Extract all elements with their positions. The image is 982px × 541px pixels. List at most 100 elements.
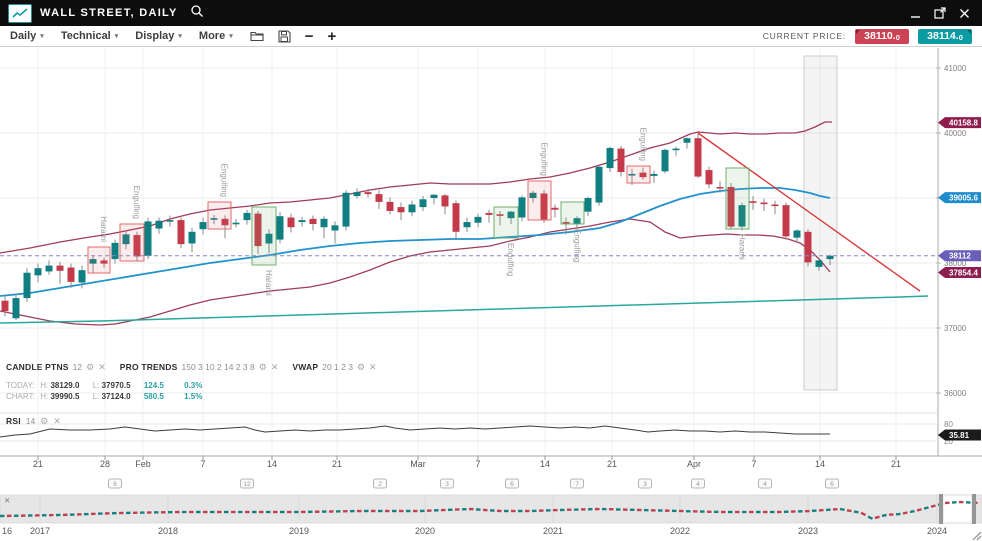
candle bbox=[419, 199, 427, 208]
chevron-down-icon: ▾ bbox=[114, 33, 119, 40]
gear-icon[interactable]: ⚙ bbox=[356, 361, 366, 372]
gear-icon[interactable]: ⚙ bbox=[86, 361, 95, 372]
price-badges: 40158.8 39005.6 38112 37854.4 35.81 bbox=[938, 117, 981, 441]
candle bbox=[309, 218, 317, 224]
navigator-year-label: 2022 bbox=[670, 526, 690, 536]
menu-display[interactable]: Display ▾ bbox=[135, 30, 182, 42]
svg-text:2: 2 bbox=[378, 481, 382, 488]
event-marker[interactable] bbox=[440, 478, 454, 489]
chevron-down-icon: ▾ bbox=[40, 33, 44, 40]
candle bbox=[463, 222, 471, 228]
candle bbox=[617, 148, 625, 172]
event-marker[interactable] bbox=[505, 478, 519, 489]
pattern-label: Engulfing bbox=[506, 243, 515, 276]
navigator-left-handle[interactable] bbox=[939, 494, 943, 524]
candle bbox=[485, 212, 493, 215]
navigator-close-icon[interactable]: ✕ bbox=[4, 496, 10, 505]
candle bbox=[111, 242, 119, 260]
pattern-box-engulfing[interactable] bbox=[560, 201, 585, 225]
svg-text:12: 12 bbox=[243, 481, 251, 488]
event-marker[interactable] bbox=[825, 478, 839, 489]
pattern-box-harami[interactable] bbox=[87, 246, 111, 274]
candle bbox=[705, 170, 713, 185]
buy-price-badge[interactable]: 38114. 0 bbox=[918, 28, 972, 44]
popout-button[interactable] bbox=[934, 7, 946, 19]
candle bbox=[12, 298, 20, 319]
candle bbox=[727, 186, 735, 227]
time-axis-labels[interactable]: 21 28 Feb 7 14 21 Mar 7 14 21 Apr 7 14 21 bbox=[33, 456, 901, 469]
candle bbox=[661, 149, 669, 172]
pattern-box-engulfing[interactable] bbox=[527, 180, 552, 221]
zoom-out-button[interactable]: − bbox=[304, 27, 314, 45]
pattern-box-engulfing[interactable] bbox=[626, 165, 651, 184]
navigator-year-label: 16 bbox=[2, 526, 12, 536]
event-marker[interactable] bbox=[691, 478, 705, 489]
zoom-in-button[interactable]: + bbox=[327, 27, 337, 45]
candle bbox=[650, 173, 658, 176]
current-price-label: CURRENT PRICE: bbox=[762, 31, 846, 41]
save-icon[interactable] bbox=[278, 29, 291, 43]
titlebar: WALL STREET, DAILY bbox=[0, 0, 982, 26]
svg-text:6: 6 bbox=[830, 481, 834, 488]
gear-icon[interactable]: ⚙ bbox=[40, 415, 49, 426]
close-icon[interactable]: ✕ bbox=[98, 361, 106, 372]
open-folder-icon[interactable] bbox=[250, 30, 264, 42]
candle bbox=[507, 211, 515, 219]
event-markers[interactable]: 6 12 2 3 6 7 3 4 4 6 bbox=[108, 478, 839, 489]
candle bbox=[474, 216, 482, 223]
navigator-window[interactable] bbox=[942, 494, 973, 524]
svg-text:37000: 37000 bbox=[944, 324, 967, 333]
pattern-label: Harami bbox=[99, 216, 108, 242]
candle bbox=[375, 194, 383, 202]
candle bbox=[815, 260, 823, 267]
svg-text:21: 21 bbox=[607, 459, 617, 469]
candle bbox=[749, 201, 757, 203]
navigator-right-handle[interactable] bbox=[972, 494, 976, 524]
timeline-navigator[interactable]: 16 2017 2018 2019 2020 2021 2022 2023 2024 ✕ bbox=[0, 494, 982, 536]
minimize-button[interactable] bbox=[910, 8, 921, 19]
pattern-box-engulfing[interactable] bbox=[493, 206, 519, 239]
candle bbox=[397, 207, 405, 213]
svg-text:41000: 41000 bbox=[944, 64, 967, 73]
resize-handle-icon[interactable] bbox=[972, 531, 982, 541]
close-button[interactable] bbox=[959, 8, 970, 19]
menu-more[interactable]: More ▾ bbox=[198, 30, 233, 42]
candle bbox=[771, 204, 779, 207]
trendline[interactable] bbox=[697, 132, 921, 292]
gear-icon[interactable]: ⚙ bbox=[258, 361, 267, 372]
pro-trends-lower-line bbox=[0, 218, 831, 326]
menu-technical[interactable]: Technical ▾ bbox=[60, 30, 119, 42]
svg-text:39005.6: 39005.6 bbox=[949, 194, 978, 203]
candle bbox=[342, 192, 350, 227]
candlestick-series bbox=[1, 133, 834, 320]
pattern-box-engulfing[interactable] bbox=[119, 223, 145, 262]
close-icon[interactable]: ✕ bbox=[53, 415, 61, 426]
candle bbox=[320, 218, 328, 228]
event-marker[interactable] bbox=[758, 478, 772, 489]
search-icon[interactable] bbox=[190, 4, 204, 23]
svg-text:36000: 36000 bbox=[944, 389, 967, 398]
svg-text:28: 28 bbox=[100, 459, 110, 469]
svg-text:14: 14 bbox=[815, 459, 825, 469]
event-marker[interactable] bbox=[638, 478, 652, 489]
candle bbox=[232, 222, 240, 225]
rsi-panel: 80 20 bbox=[0, 420, 953, 446]
event-marker[interactable] bbox=[240, 478, 254, 489]
current-period-highlight bbox=[803, 55, 838, 391]
candle bbox=[496, 214, 504, 216]
chevron-down-icon: ▾ bbox=[229, 33, 233, 40]
close-icon[interactable]: ✕ bbox=[369, 361, 377, 372]
pattern-box-harami[interactable] bbox=[251, 206, 277, 266]
menu-timeframe[interactable]: Daily ▾ bbox=[10, 30, 44, 42]
close-icon[interactable]: ✕ bbox=[270, 361, 279, 372]
pattern-box-engulfing[interactable] bbox=[207, 201, 232, 230]
candle bbox=[672, 148, 680, 151]
pattern-box-harami[interactable] bbox=[725, 167, 750, 230]
event-marker[interactable] bbox=[373, 478, 387, 489]
event-marker[interactable] bbox=[570, 478, 584, 489]
event-marker[interactable] bbox=[108, 478, 122, 489]
svg-text:38112: 38112 bbox=[949, 252, 971, 261]
navigator-year-label: 2021 bbox=[543, 526, 563, 536]
sell-price-badge[interactable]: 38110. 0 bbox=[855, 28, 909, 44]
